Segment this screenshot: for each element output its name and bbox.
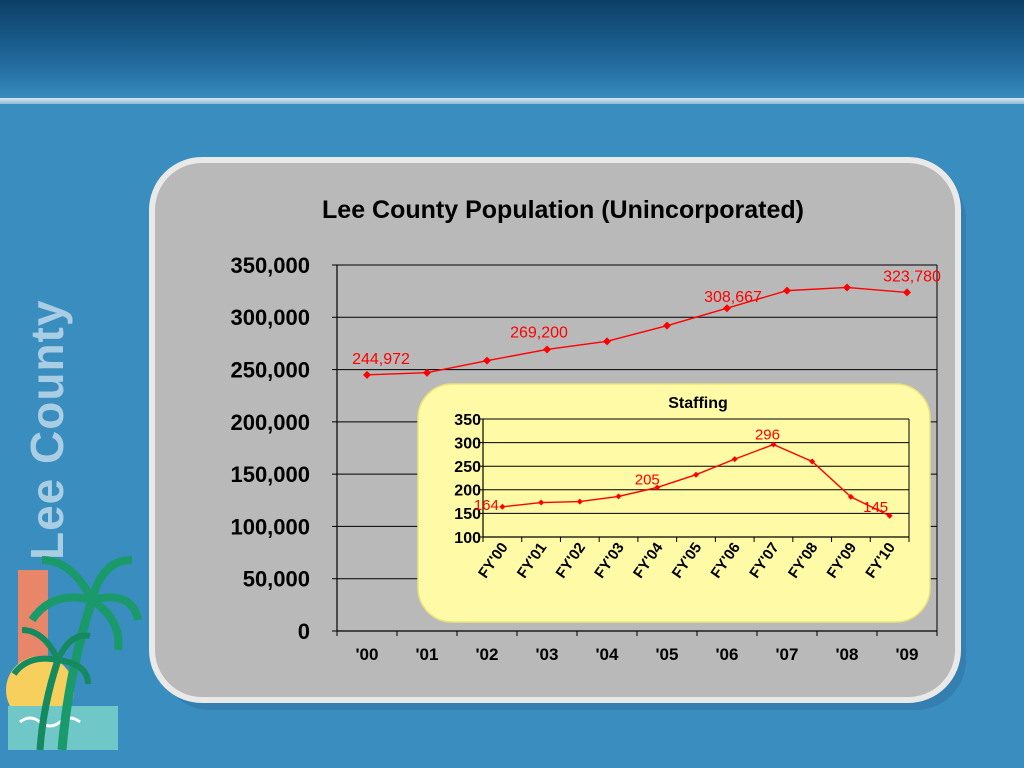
data-point xyxy=(809,458,816,465)
x-tick-label: '02 xyxy=(476,645,499,664)
x-tick-label: '09 xyxy=(896,645,919,664)
data-point xyxy=(770,441,777,448)
data-point xyxy=(847,493,854,500)
data-point xyxy=(615,493,622,500)
data-point xyxy=(483,356,491,365)
chart-title: Lee County Population (Unincorporated) xyxy=(322,196,804,224)
y-tick-label: 300 xyxy=(454,435,481,452)
data-point xyxy=(783,286,791,295)
x-tick-label: '05 xyxy=(656,645,679,664)
data-point xyxy=(499,503,506,510)
y-tick-label: 300,000 xyxy=(230,305,310,330)
banner-divider xyxy=(0,98,1024,104)
x-tick-label: '00 xyxy=(356,645,379,664)
data-label: 323,780 xyxy=(883,268,941,285)
x-tick-label: '01 xyxy=(416,645,439,664)
y-tick-label: 250,000 xyxy=(230,357,310,382)
data-point xyxy=(603,337,611,346)
chart-title: Staffing xyxy=(668,395,728,412)
y-tick-label: 150 xyxy=(454,506,481,523)
data-label: 145 xyxy=(863,499,888,516)
data-point xyxy=(693,471,699,478)
data-label: 308,667 xyxy=(704,289,762,306)
x-tick-label: '06 xyxy=(716,645,739,664)
x-tick-label: '04 xyxy=(596,645,619,664)
y-tick-label: 150,000 xyxy=(230,462,310,487)
y-tick-label: 100 xyxy=(454,530,481,547)
y-tick-label: 350 xyxy=(454,412,481,429)
data-label: 269,200 xyxy=(510,324,568,341)
y-tick-label: 0 xyxy=(298,619,310,644)
water-banner xyxy=(0,0,1024,100)
staffing-panel xyxy=(417,383,931,623)
data-label: 244,972 xyxy=(352,351,410,368)
x-tick-label: '08 xyxy=(836,645,859,664)
data-point xyxy=(903,288,911,297)
data-point xyxy=(731,456,738,463)
data-point xyxy=(654,484,661,491)
series-line xyxy=(366,286,908,376)
y-tick-label: 200,000 xyxy=(230,410,310,435)
palm-logo-icon xyxy=(6,556,142,751)
data-label: 296 xyxy=(755,426,780,443)
data-point xyxy=(538,499,545,506)
data-point xyxy=(843,283,851,292)
data-label: 164 xyxy=(474,497,499,514)
data-label: 205 xyxy=(635,471,660,488)
x-tick-label: '07 xyxy=(776,645,799,664)
x-tick-label: '03 xyxy=(536,645,559,664)
data-point xyxy=(423,368,431,377)
y-tick-label: 50,000 xyxy=(243,567,310,592)
data-point xyxy=(576,498,583,505)
y-tick-label: 200 xyxy=(454,483,481,500)
data-point xyxy=(886,512,893,519)
data-point xyxy=(543,345,551,354)
data-point xyxy=(723,304,731,313)
data-point xyxy=(663,321,671,330)
y-tick-label: 250 xyxy=(454,459,481,476)
y-tick-label: 100,000 xyxy=(230,514,310,539)
y-tick-label: 350,000 xyxy=(230,253,310,278)
data-point xyxy=(363,370,371,379)
